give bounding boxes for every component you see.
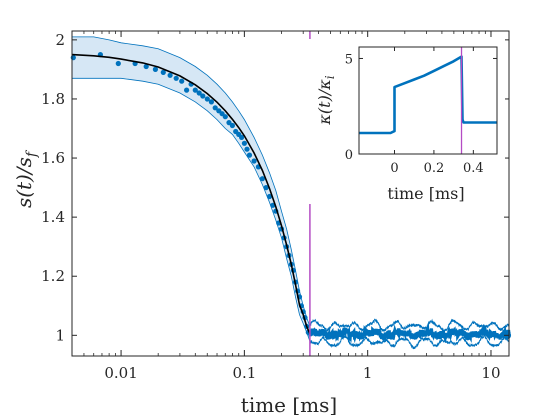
y-tick-label: 1.6	[41, 149, 65, 167]
data-points	[70, 52, 311, 335]
inset-x-tick-label: 0.4	[463, 161, 484, 176]
data-point	[160, 69, 166, 75]
inset-y-ticks: 05	[345, 52, 497, 163]
data-point	[266, 193, 273, 200]
inset-y-tick-label: 0	[345, 148, 353, 163]
main-y-axis-label-main: s(t)/s	[12, 157, 36, 208]
data-point	[251, 158, 257, 164]
x-tick-label: 1	[363, 364, 373, 382]
band-fill	[72, 36, 310, 342]
data-point	[200, 93, 206, 99]
inset-y-axis-label-sub: i	[323, 75, 337, 79]
steady-state-upper-edge	[309, 318, 510, 334]
fit-line	[71, 53, 311, 335]
data-point	[222, 114, 228, 120]
y-tick-label: 1.8	[41, 90, 65, 108]
main-y-axis-label: s(t)/sf	[12, 149, 40, 208]
inset-x-ticks: 0 0.2 0.4	[390, 47, 484, 176]
x-tick-label: 10	[481, 364, 500, 382]
data-point	[196, 90, 202, 96]
main-x-ticks: 0.01 0.1 1 10	[71, 31, 501, 382]
inset-line	[359, 55, 497, 135]
inset-y-tick-label: 5	[345, 52, 353, 67]
band-lower-edge	[72, 77, 311, 342]
data-point	[244, 146, 250, 152]
data-point	[143, 63, 149, 70]
inset-x-axis-label: time [ms]	[387, 184, 464, 203]
inset-y-axis-label: κ(t)/κi	[315, 75, 337, 125]
y-tick-label: 1.4	[41, 208, 65, 226]
fit-curve	[71, 53, 311, 335]
main-y-axis-label-sub: f	[24, 149, 40, 158]
confidence-band	[72, 36, 311, 342]
inset-plot: 0 0.2 0.4 05 time [ms] κ(t)/κi	[307, 39, 505, 204]
data-point	[192, 87, 198, 93]
data-point	[152, 66, 158, 72]
data-point	[208, 99, 214, 105]
main-x-axis-label: time [ms]	[241, 393, 337, 417]
y-tick-label: 1.2	[41, 267, 65, 285]
inset-y-axis-label-main: κ(t)/κ	[315, 79, 334, 126]
data-point	[173, 75, 179, 81]
data-point	[204, 96, 210, 102]
data-point	[184, 87, 190, 93]
inset-axes-box	[358, 46, 498, 155]
main-axes-box	[71, 30, 510, 357]
x-tick-label: 0.01	[104, 364, 137, 382]
data-point	[226, 120, 232, 126]
data-point	[167, 72, 173, 78]
data-point	[179, 78, 185, 84]
data-point	[263, 185, 269, 191]
data-point	[229, 122, 235, 129]
data-point	[246, 152, 253, 158]
data-point	[241, 140, 247, 146]
x-tick-label: 0.1	[232, 364, 256, 382]
y-tick-label: 2	[55, 31, 65, 49]
data-point	[70, 55, 76, 61]
inset-x-tick-label: 0	[390, 161, 398, 176]
inset-data-line	[359, 55, 497, 135]
data-point	[212, 105, 218, 111]
data-point	[115, 60, 121, 67]
band-upper-edge	[72, 36, 311, 327]
data-point	[259, 176, 265, 182]
inset-x-tick-label: 0.2	[424, 161, 445, 176]
data-point	[239, 134, 245, 140]
steady-state-lower-edge	[309, 334, 510, 350]
y-tick-label: 1	[55, 326, 65, 344]
steady-state-trace	[308, 323, 511, 344]
main-y-ticks: 1 1.2 1.4 1.6 1.8 2	[41, 31, 509, 344]
main-plot: 0.01 0.1 1 10 1 1.2 1.4 1.6 1.8 2 time [ms] s(t)…	[12, 30, 512, 417]
